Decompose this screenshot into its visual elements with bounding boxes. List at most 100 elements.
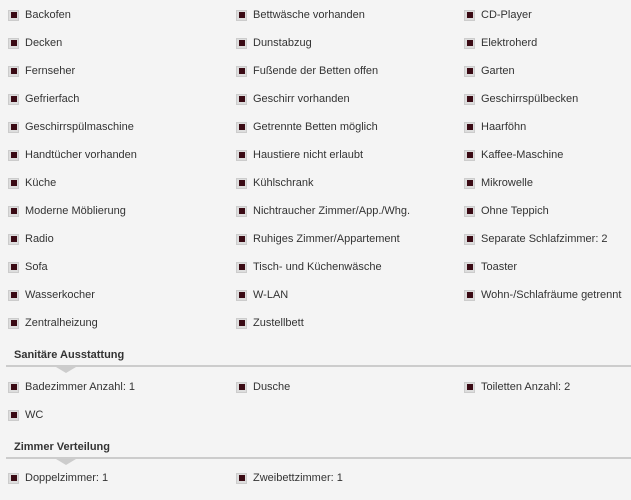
amenity-item: Geschirrspülbecken	[464, 85, 631, 113]
amenity-label: Haustiere nicht erlaubt	[253, 149, 364, 161]
amenity-item: Dusche	[236, 373, 464, 401]
amenity-item: CD-Player	[464, 1, 631, 29]
amenity-label: Backofen	[25, 9, 71, 21]
amenity-item: Getrennte Betten möglich	[236, 113, 464, 141]
amenities-list: Backofen Bettwäsche vorhanden CD-Player Dec…	[8, 1, 631, 337]
amenity-item: Zentralheizung	[8, 309, 236, 337]
checked-checkbox-icon	[464, 65, 475, 77]
checked-checkbox-icon	[464, 177, 475, 189]
amenity-label: Geschirrspülbecken	[481, 93, 579, 105]
amenity-label: Elektroherd	[481, 37, 538, 49]
amenity-label: Kühlschrank	[253, 177, 314, 189]
checked-checkbox-icon	[8, 37, 19, 49]
checked-checkbox-icon	[236, 121, 247, 133]
checked-checkbox-icon	[8, 93, 19, 105]
amenity-item: Doppelzimmer: 1	[8, 464, 236, 492]
amenity-item: Separate Schlafzimmer: 2	[464, 225, 631, 253]
amenity-label: Dusche	[253, 381, 291, 393]
checked-checkbox-icon	[236, 65, 247, 77]
divider-arrow-icon	[56, 367, 76, 373]
checked-checkbox-icon	[8, 261, 19, 273]
amenity-label: Ohne Teppich	[481, 205, 549, 217]
amenity-item: Dunstabzug	[236, 29, 464, 57]
checked-checkbox-icon	[236, 289, 247, 301]
checked-checkbox-icon	[464, 261, 475, 273]
amenity-item: Kaffee-Maschine	[464, 141, 631, 169]
checked-checkbox-icon	[464, 233, 475, 245]
checked-checkbox-icon	[8, 9, 19, 21]
amenity-item: Fußende der Betten offen	[236, 57, 464, 85]
amenity-label: WC	[25, 409, 44, 421]
checked-checkbox-icon	[464, 381, 475, 393]
checked-checkbox-icon	[236, 9, 247, 21]
amenity-item: Decken	[8, 29, 236, 57]
checked-checkbox-icon	[464, 205, 475, 217]
amenity-item: Badezimmer Anzahl: 1	[8, 373, 236, 401]
amenity-label: Zweibettzimmer: 1	[253, 472, 343, 484]
checked-checkbox-icon	[8, 317, 19, 329]
divider	[6, 457, 631, 459]
amenity-item: Elektroherd	[464, 29, 631, 57]
amenity-item: Sofa	[8, 253, 236, 281]
amenity-label: Haarföhn	[481, 121, 527, 133]
checked-checkbox-icon	[236, 233, 247, 245]
amenity-label: Sofa	[25, 261, 48, 273]
amenity-label: Handtücher vorhanden	[25, 149, 137, 161]
sanitary-list: Badezimmer Anzahl: 1 Dusche Toiletten Anza…	[8, 373, 631, 429]
amenity-label: Fernseher	[25, 65, 76, 77]
amenity-item: Toiletten Anzahl: 2	[464, 373, 631, 401]
amenity-item: Moderne Möblierung	[8, 197, 236, 225]
amenity-item: Wasserkocher	[8, 281, 236, 309]
amenity-label: Bettwäsche vorhanden	[253, 9, 365, 21]
checked-checkbox-icon	[236, 177, 247, 189]
checked-checkbox-icon	[8, 121, 19, 133]
checked-checkbox-icon	[464, 289, 475, 301]
section-title: Zimmer Verteilung	[14, 441, 110, 453]
divider-arrow-icon	[56, 459, 76, 465]
amenity-label: Moderne Möblierung	[25, 205, 126, 217]
amenity-item: Radio	[8, 225, 236, 253]
amenity-item: Haustiere nicht erlaubt	[236, 141, 464, 169]
amenity-label: Getrennte Betten möglich	[253, 121, 378, 133]
checked-checkbox-icon	[236, 149, 247, 161]
amenity-item: Mikrowelle	[464, 169, 631, 197]
checked-checkbox-icon	[464, 121, 475, 133]
checked-checkbox-icon	[236, 261, 247, 273]
amenity-label: Mikrowelle	[481, 177, 533, 189]
amenity-item: Haarföhn	[464, 113, 631, 141]
checked-checkbox-icon	[464, 9, 475, 21]
amenity-item: Handtücher vorhanden	[8, 141, 236, 169]
checked-checkbox-icon	[464, 149, 475, 161]
amenity-label: Fußende der Betten offen	[253, 65, 379, 77]
amenity-label: Wohn-/Schlafräume getrennt	[481, 289, 622, 301]
amenity-label: Zustellbett	[253, 317, 304, 329]
checked-checkbox-icon	[236, 381, 247, 393]
amenity-item: W-LAN	[236, 281, 464, 309]
amenity-label: Ruhiges Zimmer/Appartement	[253, 233, 400, 245]
amenity-label: Geschirrspülmaschine	[25, 121, 134, 133]
checked-checkbox-icon	[8, 205, 19, 217]
rooms-list: Doppelzimmer: 1 Zweibettzimmer: 1	[8, 464, 631, 492]
amenity-label: Badezimmer Anzahl: 1	[25, 381, 136, 393]
checked-checkbox-icon	[8, 381, 19, 393]
amenity-item: Zweibettzimmer: 1	[236, 464, 464, 492]
amenity-label: Toaster	[481, 261, 518, 273]
amenity-label: Decken	[25, 37, 63, 49]
divider	[6, 365, 631, 367]
checked-checkbox-icon	[8, 409, 19, 421]
amenity-item: Backofen	[8, 1, 236, 29]
amenity-label: Wasserkocher	[25, 289, 95, 301]
amenity-item: Geschirr vorhanden	[236, 85, 464, 113]
amenity-label: W-LAN	[253, 289, 289, 301]
amenity-label: Separate Schlafzimmer: 2	[481, 233, 608, 245]
amenity-item: Ruhiges Zimmer/Appartement	[236, 225, 464, 253]
checked-checkbox-icon	[236, 93, 247, 105]
amenity-label: Toiletten Anzahl: 2	[481, 381, 571, 393]
amenity-item: WC	[8, 401, 236, 429]
checked-checkbox-icon	[8, 65, 19, 77]
section-header-sanitary: Sanitäre Ausstattung	[0, 349, 631, 373]
amenity-item: Garten	[464, 57, 631, 85]
amenity-item: Küche	[8, 169, 236, 197]
checked-checkbox-icon	[8, 149, 19, 161]
amenity-label: Gefrierfach	[25, 93, 80, 105]
